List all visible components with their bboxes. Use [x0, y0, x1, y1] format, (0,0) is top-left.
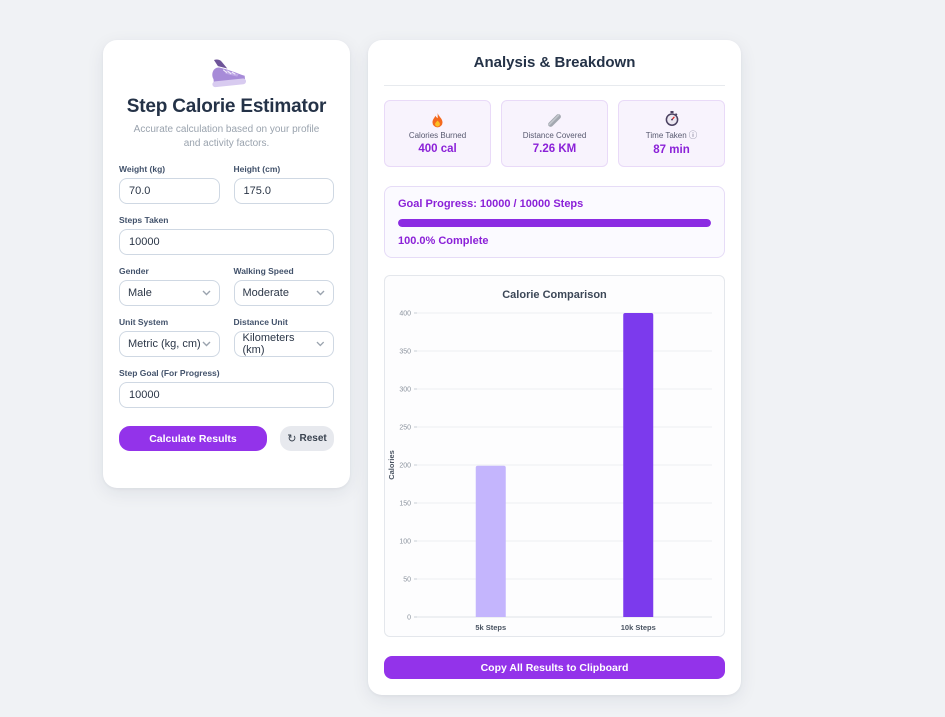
chevron-down-icon — [202, 290, 210, 296]
weight-input[interactable] — [119, 178, 220, 204]
svg-text:10k Steps: 10k Steps — [621, 623, 656, 632]
chevron-down-icon — [316, 290, 325, 296]
calories-burned-label: Calories Burned — [408, 130, 467, 140]
reset-icon: ↻ — [287, 433, 297, 445]
svg-text:300: 300 — [399, 387, 411, 394]
step-goal-input[interactable] — [119, 382, 334, 408]
time-taken-stat: Time Taken ⓘ 87 min — [618, 100, 725, 167]
distance-covered-stat: Distance Covered 7.26 KM — [501, 100, 608, 167]
bar-chart-plot: 0 50 100 150 200 250 300 350 400 5k Steps 10k Step… — [387, 311, 712, 632]
sneaker-icon — [119, 56, 334, 90]
goal-complete-text: 100.0% Complete — [398, 235, 489, 247]
goal-progress-text: Goal Progress: 10000 / 10000 Steps — [398, 198, 584, 210]
svg-text:5k Steps: 5k Steps — [475, 623, 506, 632]
unit-system-label: Unit System — [119, 317, 169, 327]
walking-speed-label: Walking Speed — [233, 266, 294, 276]
svg-text:50: 50 — [403, 577, 411, 584]
copy-results-button[interactable]: Copy All Results to Clipboard — [384, 656, 725, 679]
y-axis-label: Calories — [387, 450, 396, 480]
gender-selected-value: Male — [128, 287, 152, 299]
reset-button-label: Reset — [299, 433, 327, 444]
height-label: Height (cm) — [233, 164, 281, 174]
page-subtitle: Accurate calculation based on your profi… — [133, 124, 320, 149]
stopwatch-icon — [665, 111, 678, 126]
distance-covered-value: 7.26 KM — [532, 142, 577, 155]
distance-unit-label: Distance Unit — [233, 317, 288, 327]
gender-label: Gender — [119, 266, 149, 276]
ruler-icon — [548, 113, 561, 127]
distance-unit-select[interactable]: Kilometers (km) — [233, 331, 334, 357]
stats-row: Calories Burned 400 cal Distance Covered… — [384, 100, 725, 167]
goal-progress-bar — [398, 219, 711, 227]
analysis-card: Analysis & Breakdown Calories Burned 400… — [368, 40, 741, 695]
calculate-results-button[interactable]: Calculate Results — [119, 426, 267, 451]
distance-unit-selected-value: Kilometers (km) — [242, 332, 295, 356]
chevron-down-icon — [316, 341, 325, 347]
unit-system-select[interactable]: Metric (kg, cm) — [119, 331, 220, 357]
svg-text:200: 200 — [399, 463, 411, 470]
svg-text:350: 350 — [399, 349, 411, 356]
analysis-title: Analysis & Breakdown — [473, 54, 636, 71]
calories-burned-value: 400 cal — [418, 142, 457, 155]
estimator-card: Step Calorie Estimator Accurate calculat… — [103, 40, 350, 488]
chevron-down-icon — [202, 341, 210, 347]
svg-text:150: 150 — [399, 501, 411, 508]
height-input[interactable] — [233, 178, 334, 204]
estimator-form: Weight (kg) Height (cm) Steps Taken Gend… — [119, 164, 334, 451]
svg-text:100: 100 — [399, 539, 411, 546]
bar-10k-steps — [623, 313, 654, 617]
svg-text:250: 250 — [399, 425, 411, 432]
walking-speed-select[interactable]: Moderate — [233, 280, 334, 306]
time-taken-value: 87 min — [653, 144, 690, 156]
page-title: Step Calorie Estimator — [126, 96, 327, 117]
unit-system-selected-value: Metric (kg, cm) — [128, 338, 201, 350]
time-taken-label: Time Taken ⓘ — [646, 129, 697, 141]
svg-text:400: 400 — [399, 311, 411, 318]
svg-text:0: 0 — [407, 615, 411, 622]
steps-input[interactable] — [119, 229, 334, 255]
info-icon[interactable]: ⓘ — [688, 130, 698, 140]
goal-progress-card: Goal Progress: 10000 / 10000 Steps 100.0… — [384, 186, 725, 258]
weight-label: Weight (kg) — [119, 164, 166, 174]
goal-progress-fill — [398, 219, 711, 227]
step-goal-label: Step Goal (For Progress) — [119, 368, 220, 378]
bar-5k-steps — [475, 465, 506, 617]
steps-label: Steps Taken — [119, 215, 169, 225]
chart-title: Calorie Comparison — [502, 289, 607, 301]
walking-speed-selected-value: Moderate — [242, 287, 289, 299]
calorie-comparison-chart: Calorie Comparison 0 50 100 150 200 250 300 350… — [384, 275, 725, 637]
calories-burned-stat: Calories Burned 400 cal — [384, 100, 491, 167]
flame-icon — [432, 112, 443, 127]
gender-select[interactable]: Male — [119, 280, 220, 306]
time-taken-label-text: Time Taken — [645, 130, 687, 140]
distance-covered-label: Distance Covered — [522, 130, 587, 140]
reset-button[interactable]: ↻ Reset — [280, 426, 334, 451]
header-divider — [384, 85, 725, 86]
